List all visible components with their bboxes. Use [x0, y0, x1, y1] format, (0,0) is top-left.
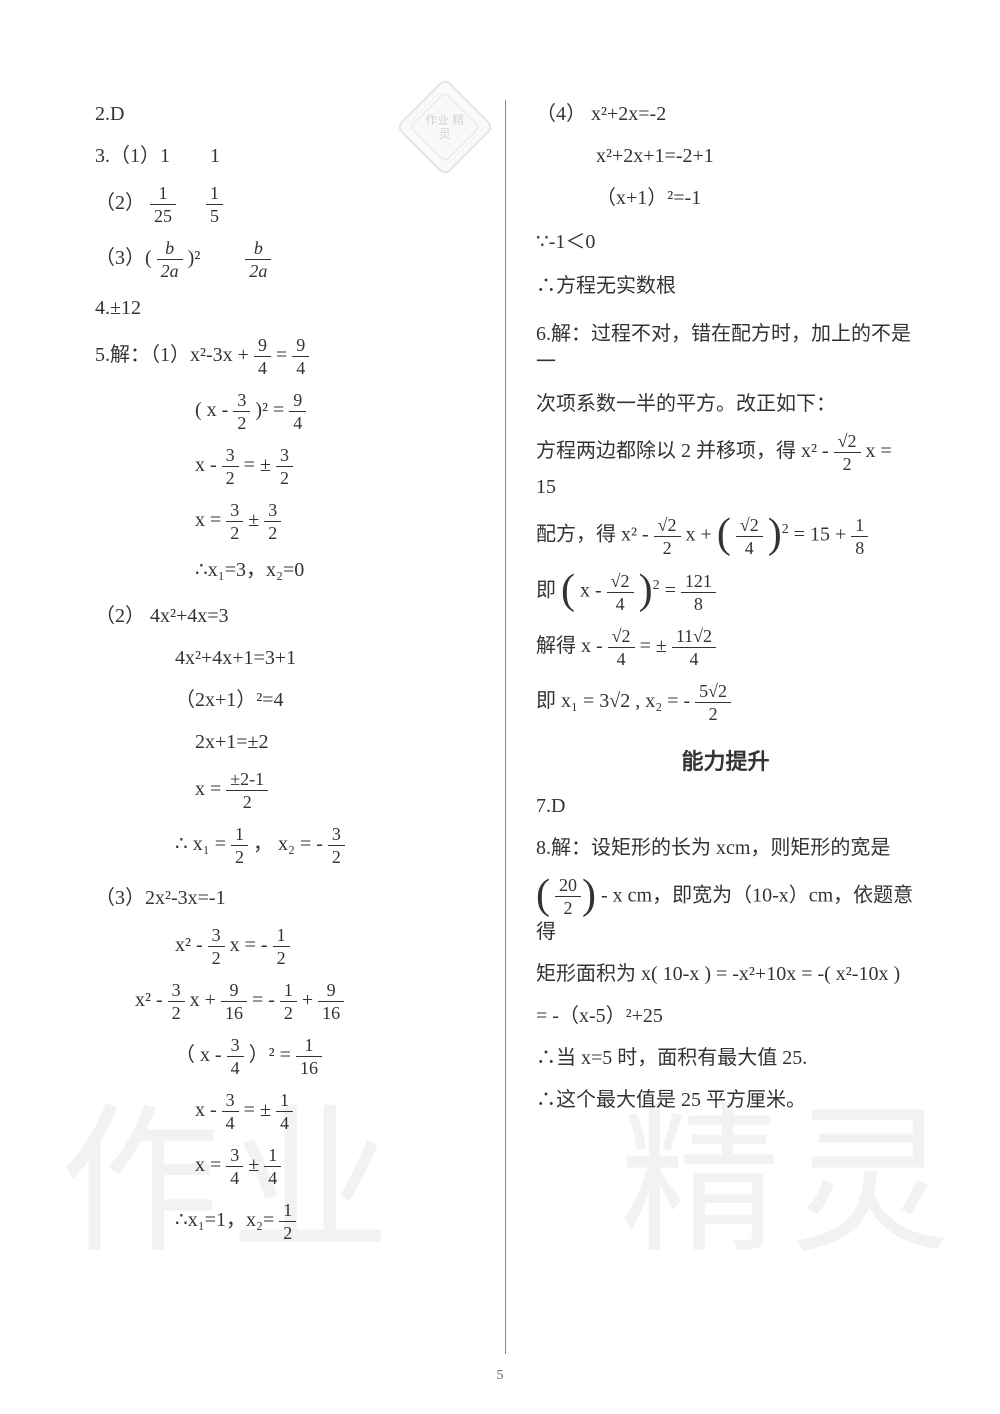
right-column: （4） x²+2x=-2 x²+2x+1=-2+1 （x+1）²=-1 ∵-1＜… — [505, 100, 930, 1354]
fraction: 1218 — [681, 572, 716, 613]
fraction: 18 — [851, 516, 868, 557]
watermark-badge-text: 作业 精灵 — [421, 113, 469, 142]
answer-5-1-result: ∴x₁=3，x₂=0 — [95, 556, 490, 584]
fraction: 202 — [555, 876, 581, 917]
fraction: √22 — [654, 516, 681, 557]
label: )² — [188, 247, 241, 269]
fraction: √24 — [608, 627, 635, 668]
answer-5-4-l2: x²+2x+1=-2+1 — [536, 142, 915, 170]
eq: = — [276, 344, 292, 366]
fraction: 12 — [273, 926, 290, 967]
fraction: 32 — [208, 926, 225, 967]
answer-5-1-line3: x - 32 = ± 32 — [95, 446, 490, 487]
fraction: 34 — [226, 1146, 243, 1187]
answer-5-1-line1: 5.解：（1）x²-3x + 94 = 94 — [95, 336, 490, 377]
answer-6-result: 即 x₁ = 3√2 , x₂ = - 5√22 — [536, 682, 915, 723]
fraction: b2a — [157, 239, 183, 280]
fraction: 14 — [276, 1091, 293, 1132]
fraction: 12 — [280, 981, 297, 1022]
fraction: 916 — [318, 981, 344, 1022]
two-column-layout: 2.D 3.（1）1 1 （2） 125 15 （3）( b2a )² b2a … — [80, 100, 930, 1354]
answer-4: 4.±12 — [95, 294, 490, 322]
fraction: 11√24 — [672, 627, 716, 668]
answer-8-l4: = -（x-5）²+25 — [536, 1002, 915, 1030]
fraction: ±2-12 — [226, 770, 268, 811]
answer-8-l5: ∴当 x=5 时，面积有最大值 25. — [536, 1044, 915, 1072]
answer-5-3-l6: x = 34 ± 14 — [95, 1146, 490, 1187]
fraction: 34 — [222, 1091, 239, 1132]
label: （3）( — [95, 247, 152, 269]
fraction: 32 — [222, 446, 239, 487]
fraction: √24 — [607, 572, 634, 613]
fraction: 32 — [328, 825, 345, 866]
answer-3-3: （3）( b2a )² b2a — [95, 239, 490, 280]
fraction: 14 — [264, 1146, 281, 1187]
answer-7: 7.D — [536, 792, 915, 820]
answer-5-2-l3: （2x+1）²=4 — [95, 686, 490, 714]
label: （2） — [95, 192, 145, 214]
answer-8-l1: 8.解：设矩形的长为 xcm，则矩形的宽是 — [536, 834, 915, 862]
fraction: √24 — [736, 516, 763, 557]
page-number: 5 — [497, 1368, 504, 1384]
fraction: 32 — [264, 501, 281, 542]
answer-5-1-line2: ( x - 32 )² = 94 — [95, 391, 490, 432]
text: 5.解：（1）x²-3x + — [95, 344, 249, 366]
answer-6-l1: 6.解：过程不对，错在配方时，加上的不是一 — [536, 320, 915, 376]
answer-8-l6: ∴这个最大值是 25 平方厘米。 — [536, 1086, 915, 1114]
answer-3-2: （2） 125 15 — [95, 184, 490, 225]
section-heading: 能力提升 — [536, 747, 915, 778]
fraction: 5√22 — [695, 682, 731, 723]
fraction: 94 — [254, 336, 271, 377]
answer-6-l4: 配方，得 x² - √22 x + ( √24 )2 = 15 + 18 — [536, 515, 915, 557]
fraction: 125 — [150, 184, 176, 225]
fraction: √22 — [834, 432, 861, 473]
answer-5-4-l5: ∴方程无实数根 — [536, 272, 915, 300]
fraction: 12 — [279, 1201, 296, 1242]
fraction: 94 — [292, 336, 309, 377]
answer-5-2-head: （2） 4x²+4x=3 — [95, 602, 490, 630]
answer-5-2-l5: x = ±2-12 — [95, 770, 490, 811]
answer-5-2-result: ∴ x₁ = 12 ， x₂ = - 32 — [95, 825, 490, 866]
fraction: 15 — [206, 184, 223, 225]
answer-6-l3: 方程两边都除以 2 并移项，得 x² - √22 x = 15 — [536, 432, 915, 501]
fraction: 32 — [276, 446, 293, 487]
fraction: 12 — [231, 825, 248, 866]
answer-5-4-head: （4） x²+2x=-2 — [536, 100, 915, 128]
fraction: b2a — [245, 239, 271, 280]
answer-5-4-l3: （x+1）²=-1 — [536, 184, 915, 212]
answer-5-3-head: （3）2x²-3x=-1 — [95, 884, 490, 912]
answer-5-2-l2: 4x²+4x+1=3+1 — [95, 644, 490, 672]
answer-5-3-result: ∴x₁=1，x₂= 12 — [95, 1201, 490, 1242]
fraction: 34 — [227, 1036, 244, 1077]
answer-5-3-l2: x² - 32 x = - 12 — [95, 926, 490, 967]
answer-5-3-l4: （ x - 34 ）² = 116 — [95, 1036, 490, 1077]
answer-6-l5: 即 ( x - √24 )2 = 1218 — [536, 571, 915, 613]
fraction: 916 — [221, 981, 247, 1022]
fraction: 32 — [168, 981, 185, 1022]
answer-5-1-line4: x = 32 ± 32 — [95, 501, 490, 542]
fraction: 116 — [296, 1036, 322, 1077]
answer-5-3-l3: x² - 32 x + 916 = - 12 + 916 — [95, 981, 490, 1022]
left-column: 2.D 3.（1）1 1 （2） 125 15 （3）( b2a )² b2a … — [80, 100, 505, 1354]
answer-8-l2: ( 202 ) - x cm，即宽为（10-x）cm，依题意得 — [536, 876, 915, 946]
fraction: 32 — [226, 501, 243, 542]
answer-5-4-l4: ∵-1＜0 — [536, 228, 915, 256]
answer-5-2-l4: 2x+1=±2 — [95, 728, 490, 756]
fraction: 32 — [233, 391, 250, 432]
answer-5-3-l5: x - 34 = ± 14 — [95, 1091, 490, 1132]
page: 作业 精灵 作业 精灵 2.D 3.（1）1 1 （2） 125 15 （3）(… — [0, 0, 1000, 1414]
fraction: 94 — [289, 391, 306, 432]
answer-8-l3: 矩形面积为 x( 10-x ) = -x²+10x = -( x²-10x ) — [536, 960, 915, 988]
answer-6-l6: 解得 x - √24 = ± 11√24 — [536, 627, 915, 668]
answer-6-l2: 次项系数一半的平方。改正如下： — [536, 390, 915, 418]
